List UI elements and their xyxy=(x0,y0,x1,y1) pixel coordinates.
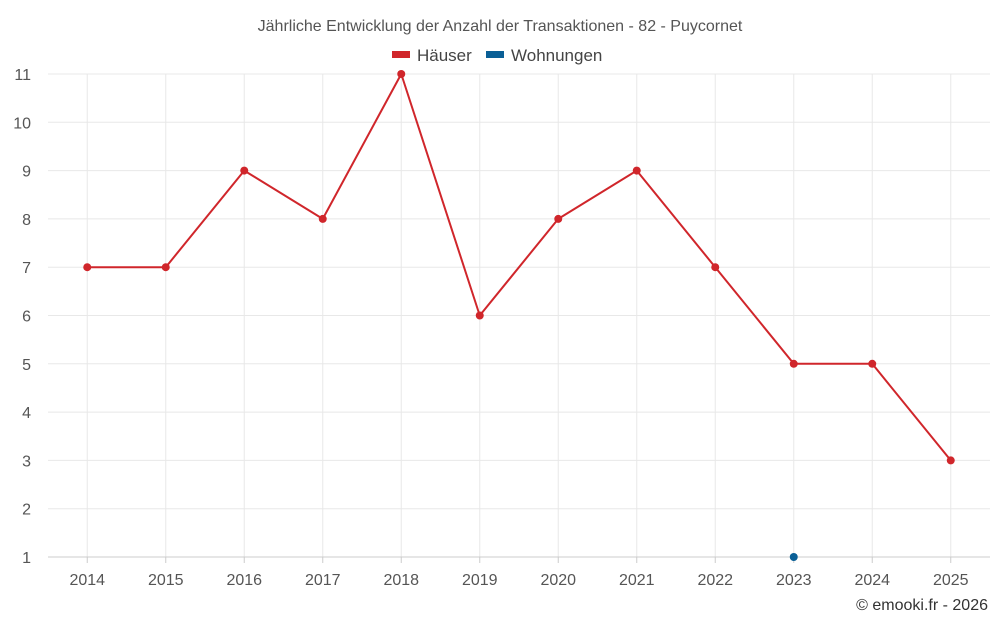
y-tick-label: 10 xyxy=(13,115,31,132)
y-tick-label: 4 xyxy=(22,405,31,422)
data-point[interactable] xyxy=(711,263,720,272)
y-tick-label: 1 xyxy=(22,550,31,567)
x-tick-label: 2023 xyxy=(776,572,812,589)
x-tick-label: 2025 xyxy=(933,572,969,589)
y-tick-label: 11 xyxy=(14,67,31,84)
x-tick-label: 2022 xyxy=(697,572,733,589)
legend-label[interactable]: Wohnungen xyxy=(511,46,602,65)
data-point[interactable] xyxy=(240,166,249,175)
legend-label[interactable]: Häuser xyxy=(417,46,472,65)
x-tick-label: 2016 xyxy=(226,572,262,589)
x-tick-label: 2024 xyxy=(854,572,890,589)
data-point[interactable] xyxy=(789,553,798,561)
axes: 1 2 3 4 5 6 7 8 9 10 11 2014 2015 2016 2017 2018 2019 202… xyxy=(13,67,990,589)
legend: Häuser Wohnungen xyxy=(392,46,602,65)
data-point[interactable] xyxy=(946,456,955,465)
data-point[interactable] xyxy=(83,263,92,272)
x-tick-label: 2019 xyxy=(462,572,498,589)
y-tick-label: 7 xyxy=(22,260,31,277)
data-point[interactable] xyxy=(475,311,484,320)
data-point[interactable] xyxy=(554,214,563,223)
data-point[interactable] xyxy=(789,359,798,368)
series xyxy=(83,70,955,561)
data-point[interactable] xyxy=(632,166,641,175)
credit-text: © emooki.fr - 2026 xyxy=(856,597,988,614)
grid xyxy=(48,73,990,558)
data-point[interactable] xyxy=(868,359,877,368)
data-point[interactable] xyxy=(397,70,406,78)
series-line-0 xyxy=(87,73,952,462)
x-tick-label: 2017 xyxy=(305,572,341,589)
data-point[interactable] xyxy=(161,263,170,272)
legend-swatch xyxy=(392,51,410,58)
data-point[interactable] xyxy=(318,214,327,223)
x-tick-label: 2021 xyxy=(619,572,655,589)
y-tick-label: 5 xyxy=(22,357,31,374)
legend-swatch xyxy=(486,51,504,58)
x-tick-label: 2020 xyxy=(540,572,576,589)
y-tick-label: 2 xyxy=(22,502,31,519)
y-tick-label: 9 xyxy=(22,164,31,181)
x-tick-label: 2014 xyxy=(69,572,105,589)
y-tick-label: 6 xyxy=(22,309,31,326)
x-tick-label: 2015 xyxy=(148,572,184,589)
chart-title: Jährliche Entwicklung der Anzahl der Tra… xyxy=(258,18,743,35)
x-tick-label: 2018 xyxy=(383,572,419,589)
y-tick-label: 8 xyxy=(22,212,31,229)
y-tick-label: 3 xyxy=(22,453,31,470)
